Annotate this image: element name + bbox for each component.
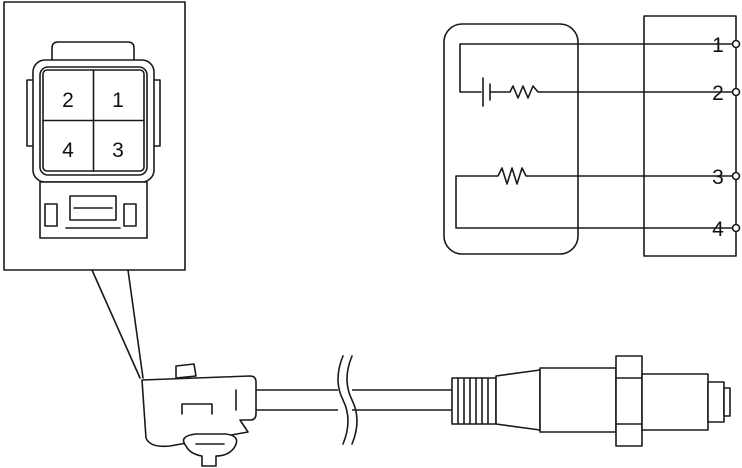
connector-top-latch — [51, 41, 135, 63]
cable-break-mark-left — [337, 355, 349, 445]
connector-lock-slot-right — [123, 203, 137, 227]
leader-line-left — [91, 269, 141, 379]
wire-terminal-1 — [459, 43, 737, 93]
wire-terminal-2 — [489, 85, 737, 99]
connector-lock-tab — [69, 195, 117, 221]
cable-break-gap — [338, 384, 352, 416]
sensor-shell — [539, 367, 617, 433]
sensor-shell-taper — [495, 369, 541, 431]
connector-inner-body — [39, 66, 148, 176]
terminal-2-label: 2 — [712, 82, 724, 105]
sensor-thread-body — [641, 373, 709, 431]
cable-break-mark-right — [346, 355, 358, 445]
schematic-connector-block — [643, 15, 737, 257]
cavity-label-4: 4 — [62, 139, 74, 162]
terminal-4-pin — [731, 223, 741, 233]
cavity-label-3: 3 — [112, 139, 124, 162]
wire-terminal-3 — [455, 167, 737, 229]
terminal-4-label: 4 — [712, 218, 724, 241]
sensor-assembly — [141, 355, 731, 467]
connector-lock-base — [39, 181, 148, 239]
terminal-4: 4 — [712, 218, 741, 241]
cavity-label-2: 2 — [62, 89, 74, 112]
terminal-1-label: 1 — [712, 34, 724, 57]
sensor-tip — [707, 381, 725, 423]
cavity-label-1: 1 — [112, 89, 124, 112]
terminal-3-label: 3 — [712, 166, 724, 189]
terminal-1-pin — [731, 39, 741, 49]
leader-line-right — [127, 269, 144, 379]
terminal-2-pin — [731, 87, 741, 97]
sensor-hex-nut — [615, 355, 643, 447]
terminal-1: 1 — [712, 34, 741, 57]
sensor-element-box — [443, 23, 579, 255]
terminal-2: 2 — [712, 82, 741, 105]
terminal-3-pin — [731, 171, 741, 181]
terminal-3: 3 — [712, 166, 741, 189]
harness-connector-latch — [175, 363, 197, 379]
connector-lock-slot-left — [44, 203, 58, 227]
sensor-schematic: 1 2 3 4 — [443, 15, 741, 257]
sensor-tip-end — [723, 387, 731, 417]
harness-clip — [182, 433, 238, 467]
harness-connector-body — [141, 375, 257, 448]
connector-callout: 2 1 4 3 — [3, 1, 186, 379]
harness-connector-detail — [181, 403, 213, 415]
